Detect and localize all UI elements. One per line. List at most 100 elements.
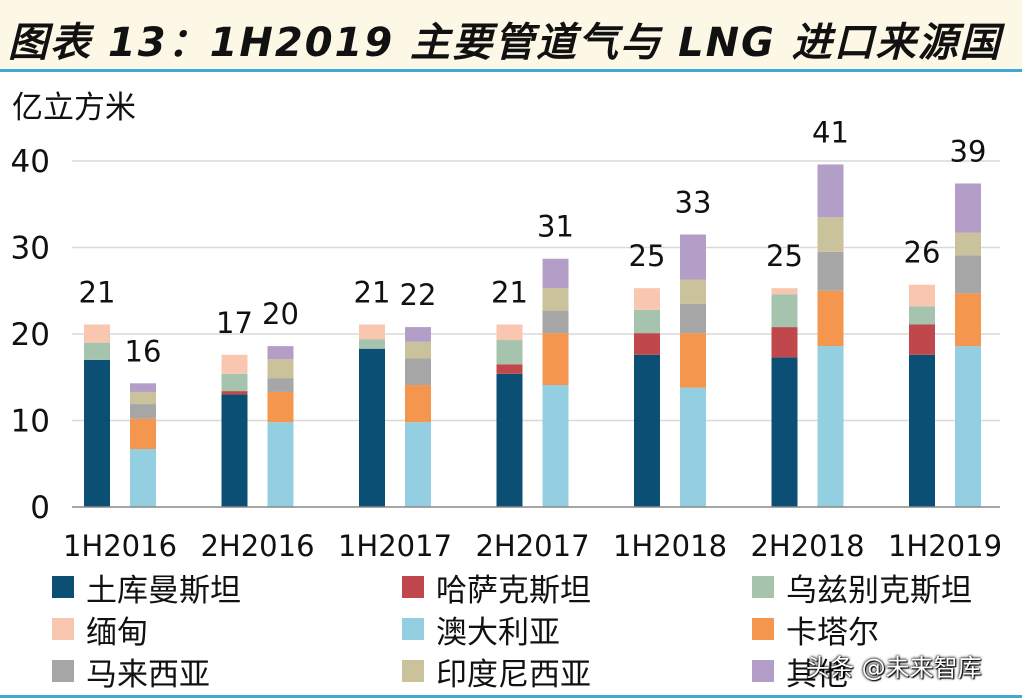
legend-swatch [402, 618, 424, 640]
x-tick-label: 1H2018 [613, 529, 727, 563]
legend-swatch [752, 618, 774, 640]
bar-segment [817, 346, 844, 507]
bar-segment [221, 394, 248, 507]
bar-segment [405, 422, 431, 507]
bottom-rule [0, 695, 1022, 698]
bar-total-label: 25 [766, 239, 803, 273]
bar-segment [221, 391, 248, 395]
legend-item: 哈萨克斯坦 [402, 566, 591, 609]
legend-label: 卡塔尔 [786, 614, 879, 651]
legend-label: 印度尼西亚 [436, 656, 591, 693]
bar-segment [267, 391, 294, 423]
bar-total-label: 21 [354, 275, 391, 309]
bar-segment [680, 279, 706, 304]
bar-total-label: 22 [400, 278, 437, 312]
legend-swatch [52, 618, 74, 640]
legend-swatch [402, 576, 424, 598]
bar-segment [771, 357, 798, 507]
bar-segment [909, 354, 935, 507]
legend-swatch [52, 576, 74, 598]
bar-segment [405, 341, 431, 359]
legend-item: 马来西亚 [52, 650, 210, 693]
bar-segment [405, 327, 431, 342]
bar-segment [221, 373, 248, 392]
legend-swatch [752, 576, 774, 598]
bar-segment [267, 346, 294, 360]
bar-segment [267, 378, 294, 392]
bar-segment [496, 324, 523, 341]
bar-segment [634, 333, 660, 355]
bar-segment [405, 358, 431, 386]
bar-segment [817, 217, 844, 252]
y-tick-label: 10 [11, 404, 50, 440]
bar-segment [130, 418, 156, 450]
y-tick-label: 0 [30, 490, 50, 526]
bar-total-label: 26 [904, 236, 941, 270]
bar-segment [542, 385, 569, 507]
y-tick-label: 40 [11, 144, 50, 180]
bar-segment [496, 364, 523, 374]
legend-label: 其他 [786, 656, 848, 693]
bar-segment [817, 251, 844, 291]
bar-segment [909, 284, 935, 307]
bar-segment [634, 309, 660, 334]
bar-segment [496, 340, 523, 365]
bar-segment [955, 293, 981, 347]
bar-segment [130, 391, 156, 405]
bar-segment [267, 422, 294, 507]
bar-total-label: 41 [812, 115, 849, 149]
x-tick-label: 2H2018 [750, 529, 864, 563]
bar-segment [680, 303, 706, 334]
bar-segment [542, 258, 569, 289]
bar-segment [84, 324, 110, 343]
bar-total-label: 17 [216, 306, 253, 340]
legend-label: 缅甸 [86, 614, 148, 651]
x-tick-label: 1H2019 [888, 529, 1002, 563]
bar-segment [542, 310, 569, 334]
x-tick-label: 1H2017 [338, 529, 452, 563]
title-bar: 图表 13：1H2019 主要管道气与 LNG 进口来源国 [0, 0, 1022, 72]
bar-segment [267, 359, 294, 379]
y-tick-label: 20 [11, 317, 50, 353]
bar-total-label: 21 [491, 275, 528, 309]
bar-segment [771, 294, 798, 328]
bar-total-label: 21 [79, 275, 116, 309]
bar-total-label: 25 [629, 239, 666, 273]
legend-label: 土库曼斯坦 [86, 572, 241, 609]
bar-segment [542, 288, 569, 311]
bar-segment [359, 339, 385, 349]
legend-item: 土库曼斯坦 [52, 566, 241, 609]
bar-segment [680, 333, 706, 388]
legend-label: 马来西亚 [86, 656, 210, 693]
bar-total-label: 31 [537, 210, 574, 244]
bar-segment [221, 354, 248, 374]
legend-item: 印度尼西亚 [402, 650, 591, 693]
chart-title: 图表 13：1H2019 主要管道气与 LNG 进口来源国 [8, 20, 1002, 66]
bar-segment [496, 373, 523, 507]
bar-segment [909, 306, 935, 325]
legend-item: 卡塔尔 [752, 608, 879, 651]
legend-item: 澳大利亚 [402, 608, 560, 651]
legend-swatch [752, 660, 774, 682]
watermark: 头条 @未来智库 [806, 654, 982, 682]
bar-segment [955, 183, 981, 233]
legend-item: 缅甸 [52, 608, 148, 651]
bar-segment [680, 234, 706, 280]
legend-label: 哈萨克斯坦 [436, 572, 591, 609]
y-tick-label: 30 [11, 231, 50, 267]
bar-total-label: 33 [675, 186, 712, 220]
bar-segment [542, 333, 569, 386]
bar-segment [130, 383, 156, 392]
bar-segment [405, 385, 431, 423]
legend-label: 乌兹别克斯坦 [786, 572, 972, 609]
chart-legend: 土库曼斯坦 哈萨克斯坦 乌兹别克斯坦缅甸 澳大利亚 卡塔尔马来西亚 印度尼西亚 其他 [52, 566, 1012, 693]
x-tick-label: 2H2017 [475, 529, 589, 563]
legend-swatch [402, 660, 424, 682]
bar-segment [634, 288, 660, 310]
bar-segment [817, 290, 844, 347]
legend-item: 乌兹别克斯坦 [752, 566, 972, 609]
legend-swatch [52, 660, 74, 682]
bar-total-label: 16 [125, 334, 162, 368]
bar-segment [359, 348, 385, 507]
legend-item: 其他 [752, 650, 848, 693]
